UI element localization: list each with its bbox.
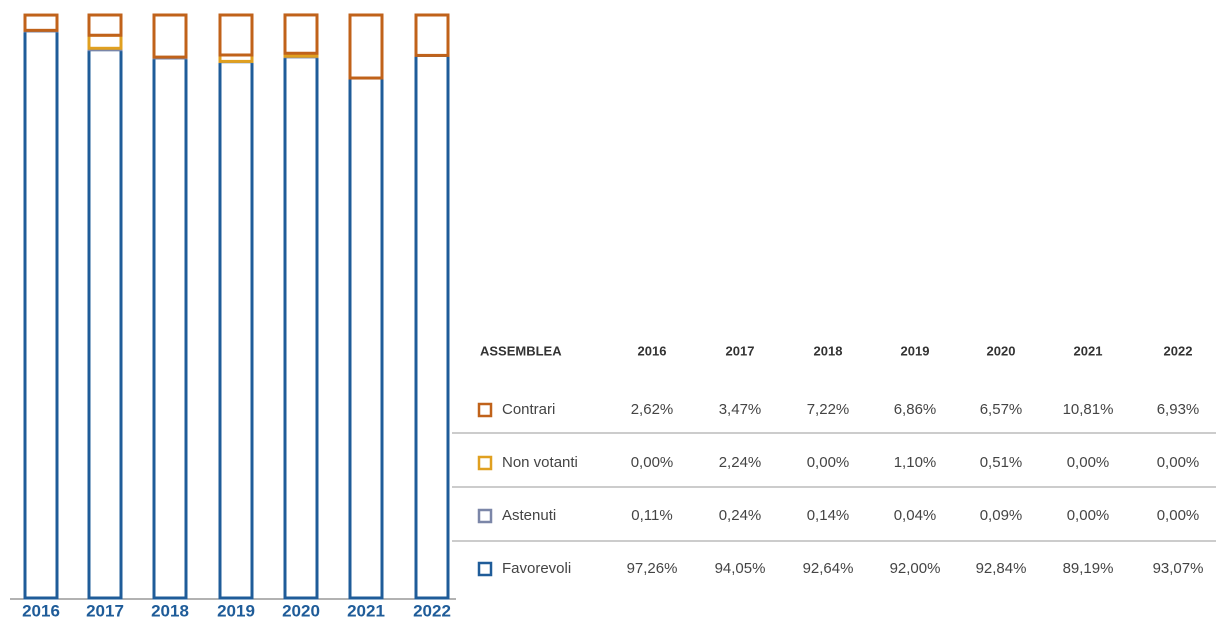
x-tick-label: 2020 — [282, 601, 320, 620]
bar-segment — [348, 13, 384, 80]
table-value: 93,07% — [1153, 560, 1204, 577]
table-value: 97,26% — [627, 560, 678, 577]
table-year: 2022 — [1164, 343, 1193, 358]
bar-segment — [414, 53, 450, 600]
table-year: 2018 — [814, 343, 843, 358]
bar-segment — [23, 29, 59, 600]
x-tick-label: 2018 — [151, 601, 189, 620]
table-value: 6,57% — [980, 401, 1023, 418]
table-value: 0,00% — [1157, 454, 1200, 471]
table-header: ASSEMBLEA — [480, 343, 562, 358]
table-value: 1,10% — [894, 454, 937, 471]
table-value: 0,00% — [807, 454, 850, 471]
table-value: 92,00% — [890, 560, 941, 577]
legend-label: Astenuti — [502, 507, 556, 524]
table-year: 2016 — [638, 343, 667, 358]
x-tick-label: 2016 — [22, 601, 60, 620]
bar-segment — [283, 13, 319, 55]
table-year: 2019 — [901, 343, 930, 358]
table-value: 0,04% — [894, 507, 937, 524]
bar-segment — [87, 48, 123, 600]
table-value: 92,84% — [976, 560, 1027, 577]
table-value: 2,24% — [719, 454, 762, 471]
table-value: 10,81% — [1063, 401, 1114, 418]
bar-segment — [218, 60, 254, 600]
bar-segment — [348, 76, 384, 600]
legend-label: Non votanti — [502, 454, 578, 471]
legend-swatch — [477, 402, 493, 418]
table-value: 0,11% — [631, 507, 672, 524]
table-year: 2020 — [987, 343, 1016, 358]
x-tick-label: 2022 — [413, 601, 451, 620]
table-value: 0,00% — [1067, 507, 1110, 524]
table-value: 0,00% — [631, 454, 674, 471]
table-year: 2017 — [726, 343, 755, 358]
legend-label: Favorevoli — [502, 560, 571, 577]
bar-segment — [414, 13, 450, 57]
table-value: 89,19% — [1063, 560, 1114, 577]
bar-segment — [87, 33, 123, 50]
table-value: 94,05% — [715, 560, 766, 577]
bar-segment — [87, 13, 123, 37]
legend-label: Contrari — [502, 401, 555, 418]
table-value: 2,62% — [631, 401, 674, 418]
bar-segment — [283, 55, 319, 600]
table-value: 0,14% — [807, 507, 850, 524]
table-value: 0,00% — [1157, 507, 1200, 524]
legend-swatch — [477, 455, 493, 471]
legend-swatch — [477, 561, 493, 577]
bar-segment — [152, 13, 188, 59]
table-value: 7,22% — [807, 401, 850, 418]
table-value: 0,00% — [1067, 454, 1110, 471]
table-value: 0,09% — [980, 507, 1023, 524]
x-tick-label: 2017 — [86, 601, 124, 620]
x-tick-label: 2021 — [347, 601, 385, 620]
bar-segment — [152, 56, 188, 600]
table-value: 0,24% — [719, 507, 762, 524]
table-value: 6,93% — [1157, 401, 1200, 418]
table-value: 6,86% — [894, 401, 937, 418]
bar-segment — [23, 13, 59, 32]
table-year: 2021 — [1074, 343, 1103, 358]
table-value: 3,47% — [719, 401, 762, 418]
x-tick-label: 2019 — [217, 601, 255, 620]
legend-swatch — [477, 508, 493, 524]
table-value: 0,51% — [980, 454, 1023, 471]
bar-segment — [218, 13, 254, 57]
table-value: 92,64% — [803, 560, 854, 577]
